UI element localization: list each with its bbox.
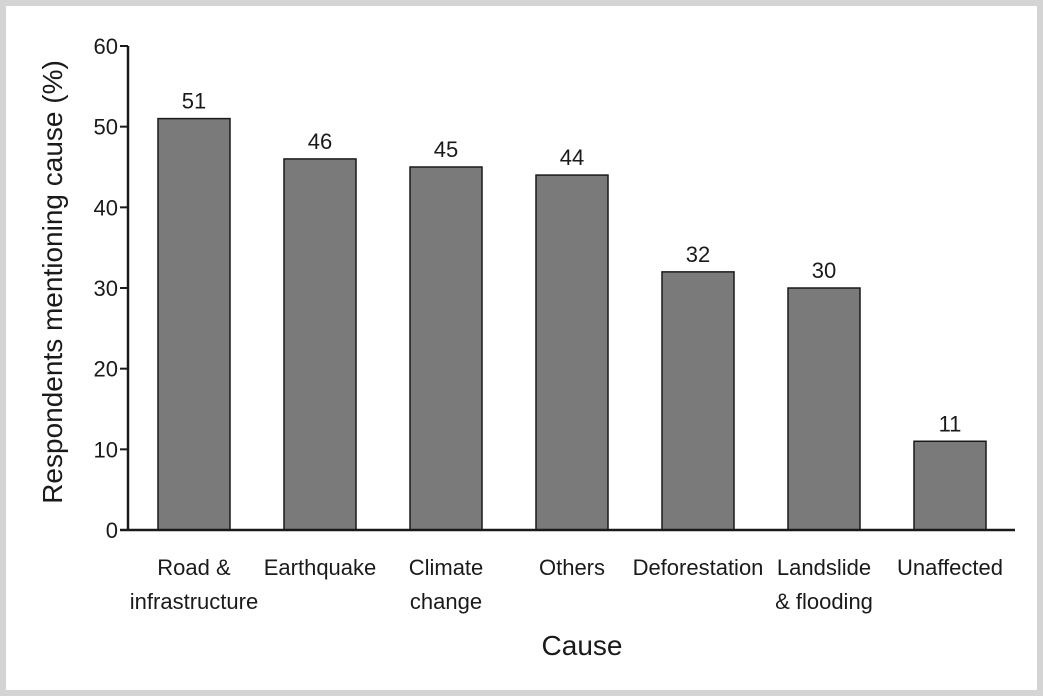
bar-value-label: 45: [434, 137, 458, 162]
bar-value-label: 30: [812, 258, 836, 283]
bar-value-label: 51: [182, 89, 206, 114]
bar: [535, 174, 609, 531]
bar: [409, 166, 483, 531]
x-category-label: Earthquake: [264, 555, 377, 580]
x-category-label: Climate change: [409, 555, 484, 614]
bar: [661, 271, 735, 531]
x-axis-title: Cause: [542, 630, 623, 661]
y-tick-label: 30: [94, 276, 118, 301]
bars-group: 51 46 45 44 32 30 11: [157, 89, 987, 531]
x-category-label: Others: [539, 555, 605, 580]
bar: [787, 287, 861, 531]
x-category-label: Deforestation: [633, 555, 764, 580]
bar-value-label: 11: [939, 411, 962, 436]
x-category-label: Road & infrastructure: [130, 555, 258, 614]
x-category-label: Unaffected: [897, 555, 1003, 580]
axes-group: [120, 46, 1015, 532]
bar: [283, 158, 357, 531]
y-tick-label: 10: [94, 437, 118, 462]
bar-value-label: 46: [308, 129, 332, 154]
bar-value-label: 32: [686, 242, 710, 267]
y-tick-label: 20: [94, 357, 118, 382]
y-axis-ticks: 0 10 20 30 40 50 60: [94, 34, 128, 543]
bar: [913, 440, 987, 531]
y-tick-label: 40: [94, 195, 118, 220]
bar: [157, 117, 231, 531]
x-category-label: Landslide & flooding: [775, 555, 873, 614]
y-axis-title: Respondents mentioning cause (%): [37, 60, 68, 504]
bar-value-label: 44: [560, 145, 584, 170]
y-tick-label: 0: [106, 518, 118, 543]
y-tick-label: 50: [94, 115, 118, 140]
y-tick-label: 60: [94, 34, 118, 59]
